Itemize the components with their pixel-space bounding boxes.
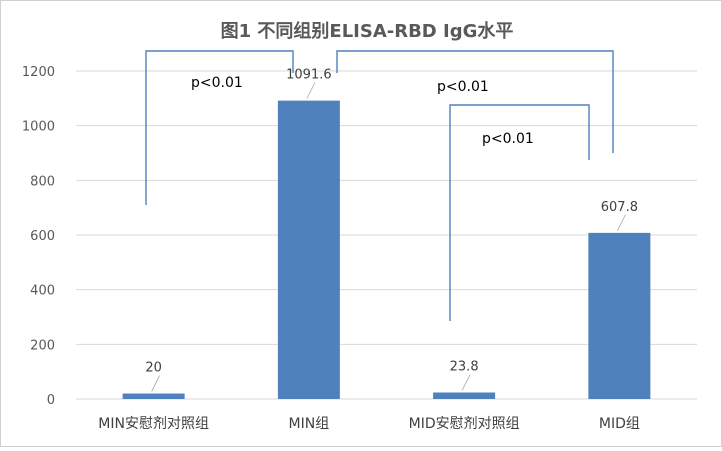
data-label-leader [151, 375, 160, 392]
data-label: 23.8 [450, 359, 479, 374]
bracket-min-placebo-to-mid [145, 50, 294, 205]
annotation-p-value-1: p<0.01 [191, 75, 243, 91]
bar [433, 392, 496, 399]
x-tick-label: MID安慰剂对照组 [409, 415, 520, 432]
data-label: 20 [145, 361, 162, 376]
annotation-p-value-3: p<0.01 [482, 131, 534, 147]
data-label-leader [461, 374, 471, 391]
bracket-min-placebo-to-mid-right [336, 50, 614, 153]
y-tick-label: 600 [30, 229, 55, 244]
data-labels: 20 1091.6 23.8 607.8 [145, 68, 638, 392]
bracket-mid-placebo-to-mid-outer [449, 104, 590, 321]
y-tick-label: 200 [30, 338, 55, 353]
chart-title: 图1 不同组别ELISA-RBD IgG水平 [221, 20, 514, 42]
bar [588, 232, 651, 399]
bars [122, 100, 651, 399]
annotation-p-value-2: p<0.01 [437, 79, 489, 95]
axes: 0 200 400 600 800 1000 1200 MIN安慰剂对照组 MIN组 MID安慰剂… [22, 65, 640, 432]
y-tick-label: 400 [30, 284, 55, 299]
data-label-leader [306, 82, 316, 99]
data-label: 1091.6 [286, 68, 332, 83]
x-tick-label: MID组 [599, 416, 640, 432]
x-tick-label: MIN安慰剂对照组 [98, 415, 209, 432]
y-tick-label: 1200 [22, 65, 55, 80]
bar [277, 100, 340, 399]
y-tick-label: 800 [30, 174, 55, 189]
gridlines [76, 70, 697, 400]
data-label: 607.8 [601, 200, 638, 215]
significance-brackets [145, 50, 614, 321]
data-label-leader [617, 214, 626, 232]
y-tick-label: 1000 [22, 120, 55, 135]
y-tick-label: 0 [47, 393, 55, 408]
x-tick-label: MIN组 [289, 416, 330, 432]
bar [122, 393, 185, 399]
